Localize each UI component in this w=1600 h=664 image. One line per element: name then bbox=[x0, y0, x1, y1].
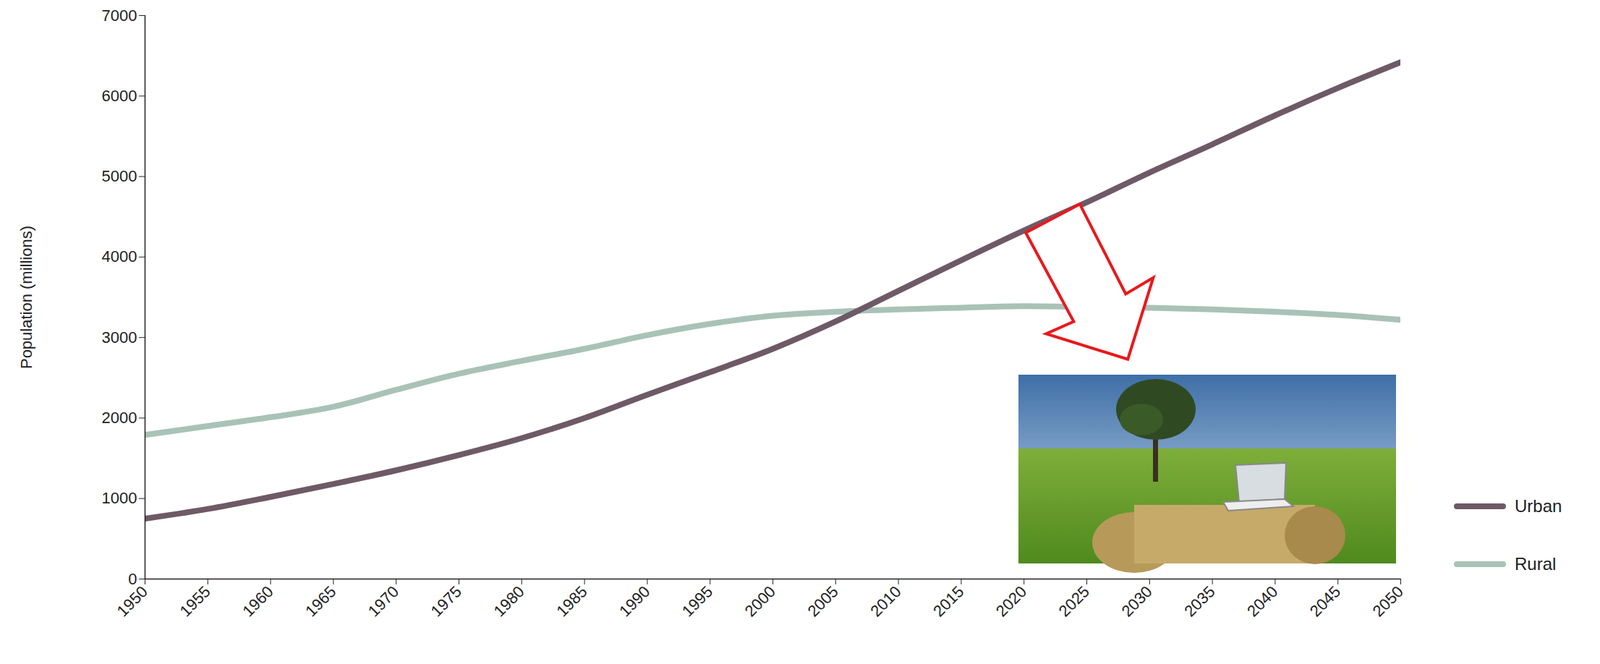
svg-text:1000: 1000 bbox=[101, 488, 138, 508]
svg-text:1950: 1950 bbox=[113, 582, 152, 620]
svg-text:Population (millions): Population (millions) bbox=[17, 225, 36, 369]
svg-text:3000: 3000 bbox=[101, 328, 138, 347]
svg-text:1960: 1960 bbox=[238, 582, 277, 620]
svg-text:4000: 4000 bbox=[101, 247, 138, 266]
svg-text:1970: 1970 bbox=[364, 582, 403, 620]
svg-text:5000: 5000 bbox=[101, 167, 138, 186]
svg-text:2050: 2050 bbox=[1369, 582, 1407, 620]
html-text:Urban: Urban bbox=[1514, 496, 1562, 516]
svg-text:2020: 2020 bbox=[992, 582, 1031, 620]
svg-text:2000: 2000 bbox=[101, 408, 138, 427]
svg-text:2005: 2005 bbox=[804, 582, 842, 620]
svg-text:2000: 2000 bbox=[741, 582, 780, 620]
svg-text:1990: 1990 bbox=[615, 582, 654, 620]
svg-text:2040: 2040 bbox=[1243, 582, 1282, 620]
svg-text:1975: 1975 bbox=[427, 582, 466, 620]
svg-text:2045: 2045 bbox=[1306, 582, 1344, 620]
svg-text:7000: 7000 bbox=[101, 6, 138, 25]
html-text:Rural: Rural bbox=[1514, 554, 1557, 574]
svg-text:1965: 1965 bbox=[301, 582, 340, 620]
svg-text:1955: 1955 bbox=[176, 582, 215, 620]
svg-text:2015: 2015 bbox=[929, 582, 968, 620]
svg-text:2030: 2030 bbox=[1118, 582, 1156, 620]
svg-text:1995: 1995 bbox=[678, 582, 717, 620]
svg-text:2035: 2035 bbox=[1180, 582, 1219, 620]
svg-text:6000: 6000 bbox=[101, 86, 138, 105]
svg-text:1980: 1980 bbox=[490, 582, 529, 620]
svg-text:2025: 2025 bbox=[1055, 582, 1093, 620]
svg-text:1985: 1985 bbox=[552, 582, 591, 620]
svg-text:2010: 2010 bbox=[866, 582, 905, 620]
svg-text:0: 0 bbox=[128, 569, 138, 588]
